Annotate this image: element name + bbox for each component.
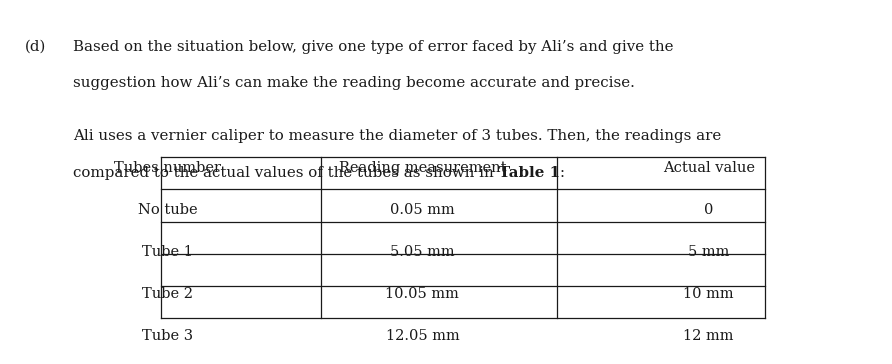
Text: Actual value: Actual value — [663, 161, 755, 175]
Text: 5 mm: 5 mm — [688, 245, 730, 259]
Text: 0.05 mm: 0.05 mm — [390, 203, 455, 217]
Text: Tubes number: Tubes number — [114, 161, 221, 175]
Text: Tube 1: Tube 1 — [142, 245, 193, 259]
Text: (d): (d) — [25, 40, 46, 54]
Text: Reading measurement: Reading measurement — [339, 161, 506, 175]
Text: 12.05 mm: 12.05 mm — [385, 329, 459, 343]
Text: 0: 0 — [704, 203, 714, 217]
Text: Based on the situation below, give one type of error faced by Ali’s and give the: Based on the situation below, give one t… — [73, 40, 673, 54]
Text: 10 mm: 10 mm — [683, 287, 734, 301]
Text: :: : — [559, 166, 565, 179]
Text: Ali uses a vernier caliper to measure the diameter of 3 tubes. Then, the reading: Ali uses a vernier caliper to measure th… — [73, 129, 722, 143]
Text: 12 mm: 12 mm — [683, 329, 734, 343]
Text: compared to the actual values of the tubes as shown in: compared to the actual values of the tub… — [73, 166, 499, 179]
Text: No tube: No tube — [137, 203, 197, 217]
Text: suggestion how Ali’s can make the reading become accurate and precise.: suggestion how Ali’s can make the readin… — [73, 76, 635, 90]
Text: Tube 2: Tube 2 — [142, 287, 193, 301]
Text: Table 1: Table 1 — [499, 166, 559, 179]
Text: 10.05 mm: 10.05 mm — [385, 287, 459, 301]
Text: 5.05 mm: 5.05 mm — [390, 245, 455, 259]
Text: Tube 3: Tube 3 — [142, 329, 193, 343]
